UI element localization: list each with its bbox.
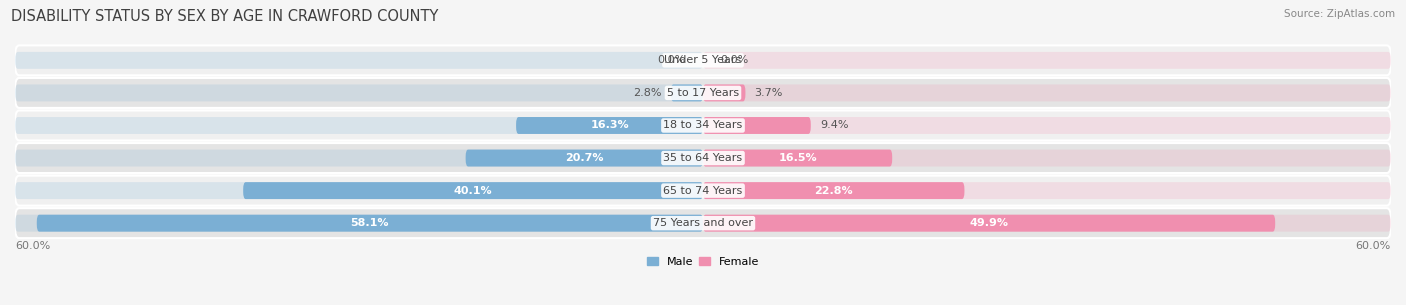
FancyBboxPatch shape — [15, 84, 703, 101]
FancyBboxPatch shape — [703, 215, 1275, 231]
FancyBboxPatch shape — [15, 45, 1391, 75]
FancyBboxPatch shape — [703, 182, 965, 199]
Text: 75 Years and over: 75 Years and over — [652, 218, 754, 228]
Text: 3.7%: 3.7% — [755, 88, 783, 98]
FancyBboxPatch shape — [37, 215, 703, 231]
FancyBboxPatch shape — [15, 208, 1391, 238]
FancyBboxPatch shape — [703, 117, 1391, 134]
Text: 2.8%: 2.8% — [633, 88, 662, 98]
Text: DISABILITY STATUS BY SEX BY AGE IN CRAWFORD COUNTY: DISABILITY STATUS BY SEX BY AGE IN CRAWF… — [11, 9, 439, 24]
FancyBboxPatch shape — [15, 182, 703, 199]
Text: 65 to 74 Years: 65 to 74 Years — [664, 186, 742, 196]
FancyBboxPatch shape — [703, 117, 811, 134]
Text: 49.9%: 49.9% — [970, 218, 1008, 228]
Text: 35 to 64 Years: 35 to 64 Years — [664, 153, 742, 163]
Text: 60.0%: 60.0% — [15, 241, 51, 251]
Text: 16.3%: 16.3% — [591, 120, 628, 131]
FancyBboxPatch shape — [703, 182, 1391, 199]
Legend: Male, Female: Male, Female — [643, 253, 763, 271]
FancyBboxPatch shape — [465, 149, 703, 167]
FancyBboxPatch shape — [243, 182, 703, 199]
Text: 0.0%: 0.0% — [658, 56, 686, 65]
Text: 20.7%: 20.7% — [565, 153, 603, 163]
FancyBboxPatch shape — [703, 84, 745, 101]
Text: 16.5%: 16.5% — [779, 153, 817, 163]
Text: Source: ZipAtlas.com: Source: ZipAtlas.com — [1284, 9, 1395, 19]
FancyBboxPatch shape — [15, 78, 1391, 108]
FancyBboxPatch shape — [15, 143, 1391, 173]
FancyBboxPatch shape — [15, 117, 703, 134]
FancyBboxPatch shape — [15, 52, 703, 69]
FancyBboxPatch shape — [671, 84, 703, 101]
FancyBboxPatch shape — [703, 149, 1391, 167]
FancyBboxPatch shape — [15, 110, 1391, 141]
FancyBboxPatch shape — [15, 149, 703, 167]
Text: 5 to 17 Years: 5 to 17 Years — [666, 88, 740, 98]
Text: 60.0%: 60.0% — [1355, 241, 1391, 251]
Text: 40.1%: 40.1% — [454, 186, 492, 196]
Text: 58.1%: 58.1% — [350, 218, 389, 228]
FancyBboxPatch shape — [703, 84, 1391, 101]
FancyBboxPatch shape — [15, 176, 1391, 206]
Text: Under 5 Years: Under 5 Years — [665, 56, 741, 65]
Text: 22.8%: 22.8% — [814, 186, 853, 196]
Text: 9.4%: 9.4% — [820, 120, 848, 131]
Text: 18 to 34 Years: 18 to 34 Years — [664, 120, 742, 131]
FancyBboxPatch shape — [516, 117, 703, 134]
FancyBboxPatch shape — [703, 149, 893, 167]
FancyBboxPatch shape — [703, 52, 1391, 69]
FancyBboxPatch shape — [703, 215, 1391, 231]
Text: 0.0%: 0.0% — [720, 56, 748, 65]
FancyBboxPatch shape — [15, 215, 703, 231]
